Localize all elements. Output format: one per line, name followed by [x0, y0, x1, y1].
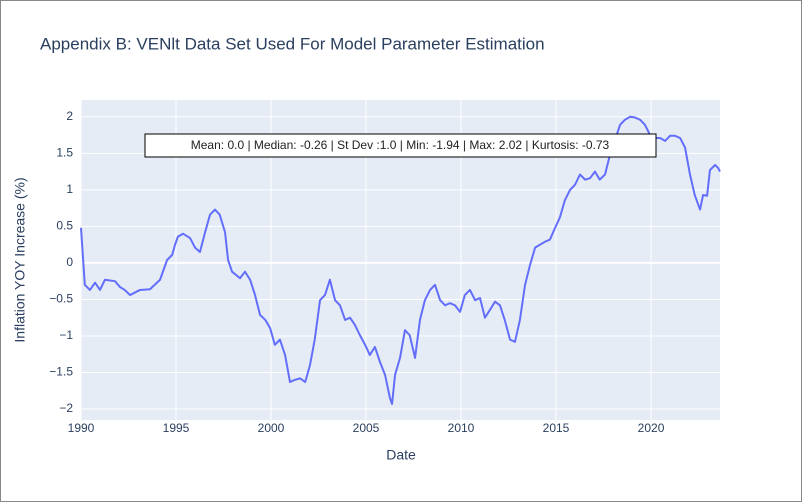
y-tick-label: 0	[66, 255, 73, 269]
x-tick-label: 1990	[68, 421, 95, 435]
y-tick-label: −2	[59, 401, 73, 415]
chart-title: Appendix B: VENlt Data Set Used For Mode…	[40, 34, 545, 53]
y-tick-label: 1.5	[56, 146, 73, 160]
y-tick-label: 1	[66, 182, 73, 196]
x-tick-label: 2015	[543, 421, 570, 435]
y-axis-label: Inflation YOY Increase (%)	[12, 177, 28, 342]
y-tick-label: 0.5	[56, 219, 73, 233]
y-tick-label: −1	[59, 328, 73, 342]
annotation: Mean: 0.0 | Median: -0.26 | St Dev :1.0 …	[191, 138, 610, 152]
x-tick-label: 2005	[353, 421, 380, 435]
y-tick-label: −0.5	[49, 292, 73, 306]
y-tick-label: 2	[66, 109, 73, 123]
x-tick-label: 2020	[638, 421, 665, 435]
y-tick-label: −1.5	[49, 365, 73, 379]
x-tick-label: 1995	[163, 421, 190, 435]
x-axis-label: Date	[386, 447, 416, 463]
x-tick-label: 2010	[448, 421, 475, 435]
line-series	[80, 115, 721, 405]
annotation-box	[144, 133, 657, 158]
x-tick-label: 2000	[258, 421, 285, 435]
